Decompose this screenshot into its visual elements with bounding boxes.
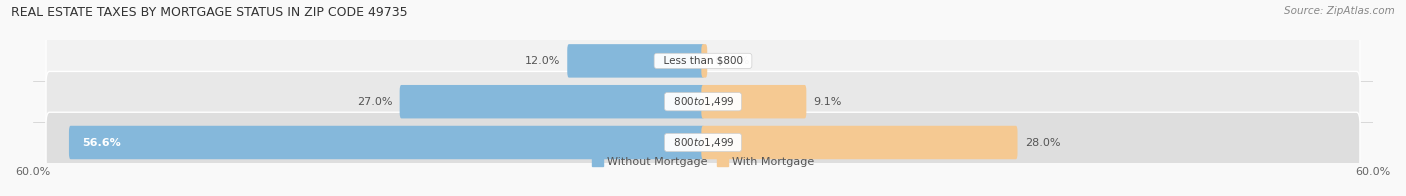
Text: $800 to $1,499: $800 to $1,499 xyxy=(666,95,740,108)
Text: REAL ESTATE TAXES BY MORTGAGE STATUS IN ZIP CODE 49735: REAL ESTATE TAXES BY MORTGAGE STATUS IN … xyxy=(11,6,408,19)
FancyBboxPatch shape xyxy=(702,126,1018,159)
FancyBboxPatch shape xyxy=(46,71,1360,132)
FancyBboxPatch shape xyxy=(46,31,1360,91)
FancyBboxPatch shape xyxy=(702,44,707,78)
Text: 12.0%: 12.0% xyxy=(524,56,560,66)
Legend: Without Mortgage, With Mortgage: Without Mortgage, With Mortgage xyxy=(592,157,814,167)
FancyBboxPatch shape xyxy=(702,85,807,118)
Text: Less than $800: Less than $800 xyxy=(657,56,749,66)
FancyBboxPatch shape xyxy=(69,126,704,159)
Text: Source: ZipAtlas.com: Source: ZipAtlas.com xyxy=(1284,6,1395,16)
Text: 0.23%: 0.23% xyxy=(714,56,749,66)
Text: $800 to $1,499: $800 to $1,499 xyxy=(666,136,740,149)
Text: 56.6%: 56.6% xyxy=(82,138,121,148)
FancyBboxPatch shape xyxy=(567,44,704,78)
Text: 27.0%: 27.0% xyxy=(357,97,392,107)
Text: 28.0%: 28.0% xyxy=(1025,138,1060,148)
FancyBboxPatch shape xyxy=(46,112,1360,173)
FancyBboxPatch shape xyxy=(399,85,704,118)
Text: 9.1%: 9.1% xyxy=(814,97,842,107)
